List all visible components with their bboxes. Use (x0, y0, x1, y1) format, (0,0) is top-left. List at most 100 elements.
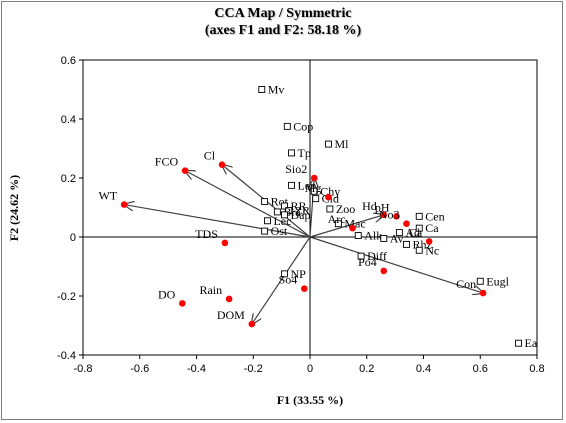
x-axis-label: F1 (33.55 %) (277, 393, 343, 407)
species-marker-lep (288, 181, 296, 189)
species-marker-eugl (476, 277, 484, 285)
species-label-alk: Alk (364, 229, 382, 243)
species-label-cen: Cen (425, 209, 444, 223)
variable-marker-do (179, 300, 186, 307)
variable-label-tds: TDS (195, 227, 218, 241)
species-label-ea: Ea (525, 336, 538, 350)
variable-marker-no3 (403, 220, 410, 228)
chart-title-line-2: (axes F1 and F2: 58.18 %) (204, 23, 362, 38)
species-label-tp: Tp (298, 146, 311, 160)
variable-marker-mg (325, 193, 332, 201)
y-axis-label: F2 (24.62 %) (7, 175, 21, 241)
variable-label-sio2: Sio2 (285, 162, 307, 176)
variable-marker-wt (120, 201, 128, 208)
variable-label-po4: Po4 (358, 255, 377, 269)
species-marker-np (281, 270, 288, 278)
species-marker-ea (515, 339, 523, 347)
species-marker-zr (285, 206, 293, 214)
y-tick-label: -0.2 (57, 291, 76, 303)
species-marker-av (380, 235, 388, 242)
variable-marker-cl (218, 161, 226, 169)
variable-label-arc: Arc (328, 212, 346, 226)
variable-label-mg: Mg (305, 181, 322, 195)
species-label-rr: RR (290, 199, 306, 213)
variable-marker-tds (221, 239, 229, 247)
variable-marker-so4 (301, 285, 308, 292)
variable-label-dom: DOM (217, 308, 245, 322)
variable-marker-dom (248, 320, 256, 328)
x-tick-label: 0.4 (416, 363, 431, 375)
species-marker-chy (310, 187, 318, 195)
chart-title-line-1: CCA Map / Symmetric (214, 6, 352, 21)
x-tick-label: 0.2 (359, 363, 374, 375)
y-tick-label: 0 (70, 232, 76, 244)
species-marker-ost (261, 227, 269, 235)
x-tick-label: 0.6 (473, 363, 488, 375)
x-tick-label: -0.6 (130, 363, 149, 375)
x-tick-label: 0.8 (529, 363, 544, 375)
species-label-ca: Ca (425, 221, 439, 235)
species-marker-rhz (403, 240, 410, 248)
species-label-diff: Diff (367, 249, 387, 263)
variable-marker-sio2 (310, 174, 318, 182)
vector-arrow-fco (185, 171, 311, 238)
variable-marker-rain (225, 295, 233, 303)
variable-marker-hd (380, 211, 388, 219)
species-marker-tp (288, 149, 296, 157)
x-tick-label: 0 (307, 363, 313, 375)
y-tick-label: 0.2 (61, 173, 76, 185)
variable-marker-ph (393, 213, 400, 220)
vector-arrow-dom (252, 236, 311, 324)
species-marker-zoo (326, 205, 334, 213)
species-label-zr: ZR (295, 203, 310, 217)
variable-marker-ca (425, 238, 433, 245)
variable-label-hd: Hd (362, 199, 377, 213)
variable-label-ph: pH (375, 200, 390, 214)
species-marker-bra (273, 208, 281, 216)
species-label-nc: Nc (425, 243, 439, 257)
species-label-dap: Dap (290, 208, 310, 222)
vector-arrow-hd (309, 215, 384, 238)
variable-marker-po4 (380, 267, 388, 275)
variable-label-do: DO (158, 287, 176, 301)
y-tick-label: -0.4 (57, 350, 76, 362)
vector-arrow-con (309, 236, 483, 293)
variable-label-so4: So4 (279, 273, 298, 287)
species-marker-diff (357, 252, 365, 260)
species-label-np: NP (290, 267, 306, 281)
species-marker-mac (334, 220, 342, 228)
species-label-lec: Lec (273, 214, 291, 228)
variable-label-wt: WT (98, 189, 117, 203)
species-marker-rr (281, 202, 288, 210)
variable-marker-con (479, 289, 487, 297)
y-tick-label: 0.4 (61, 114, 76, 126)
species-marker-nc (415, 246, 423, 254)
variable-label-ca: Ca (409, 225, 423, 239)
variable-marker-arc (349, 224, 356, 232)
y-tick-label: 0.6 (61, 55, 76, 67)
x-tick-label: -0.8 (74, 363, 93, 375)
variable-label-con: Con (456, 277, 476, 291)
species-label-ad: Ad (405, 226, 420, 240)
species-marker-cid (312, 195, 320, 203)
species-marker-dap (281, 211, 288, 219)
species-marker-rot (261, 198, 269, 206)
species-label-av: Av (390, 231, 404, 245)
species-marker-ad (395, 229, 403, 237)
species-label-zoo: Zoo (336, 202, 355, 216)
species-marker-alk (354, 232, 362, 239)
species-label-ml: Ml (334, 137, 349, 151)
species-marker-mv (258, 86, 266, 93)
variable-marker-fco (181, 167, 189, 174)
variable-label-cl: Cl (204, 149, 216, 163)
species-marker-lec (263, 217, 271, 225)
variable-label-no3: No3 (379, 208, 400, 222)
species-label-ost: Ost (271, 224, 288, 238)
species-marker-ca (415, 224, 423, 232)
species-label-mv: Mv (268, 83, 285, 97)
variable-label-rain: Rain (199, 283, 222, 297)
x-tick-label: -0.4 (187, 363, 206, 375)
x-tick-label: -0.2 (244, 363, 263, 375)
